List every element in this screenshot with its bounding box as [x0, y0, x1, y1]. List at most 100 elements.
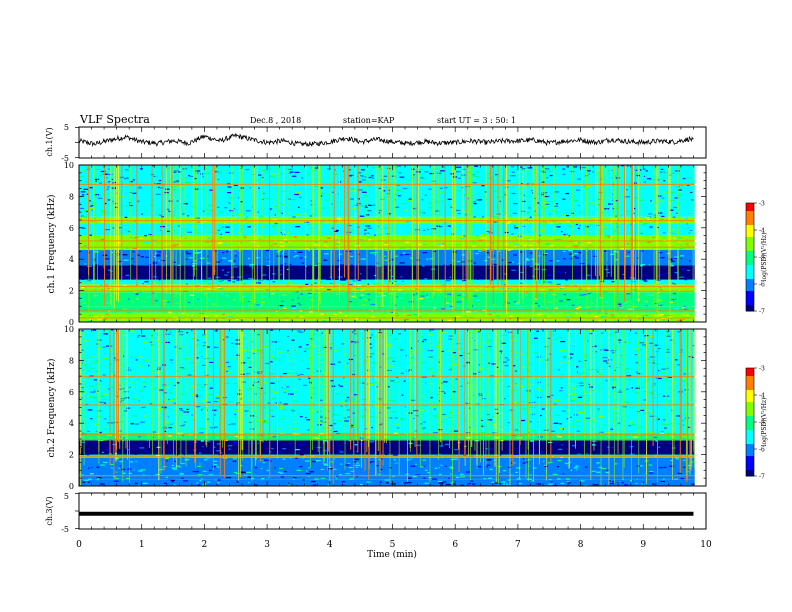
spectrogram-speckle [327, 289, 331, 291]
spectrogram-speckle [658, 393, 660, 395]
spectrogram-speckle [340, 405, 343, 407]
spectrogram-speckle [231, 215, 234, 217]
spectrogram-speckle [139, 443, 143, 445]
spectrogram-speckle [217, 399, 221, 402]
spectrogram-speckle [443, 459, 445, 461]
spectrogram-speckle [615, 173, 618, 176]
spectrogram-speckle [265, 313, 268, 315]
spectrogram-speckle [365, 214, 370, 216]
spectrogram-speckle [595, 168, 597, 170]
spectrogram-speckle [423, 358, 426, 360]
sferic-streak [454, 165, 455, 316]
colorbar-segment [746, 223, 754, 226]
spectrogram-speckle [185, 251, 189, 253]
spectrogram-speckle [639, 349, 642, 351]
spectrogram-speckle [486, 464, 491, 466]
colorbar-segment [746, 215, 754, 218]
spectrogram-speckle [459, 347, 462, 350]
spectrogram-speckle [601, 377, 605, 379]
spectrogram-speckle [245, 168, 250, 171]
spectrogram-speckle [468, 441, 472, 443]
spectrogram-speckle [304, 444, 309, 446]
spectrogram-speckle [543, 271, 545, 274]
sferic-streak [489, 165, 491, 286]
spectrogram-speckle [449, 243, 452, 246]
spectrogram-speckle [602, 226, 608, 228]
spectrogram-speckle [592, 278, 595, 281]
spectrogram-speckle [87, 483, 90, 485]
spectrogram-speckle [541, 268, 547, 271]
spectrogram-speckle [587, 433, 593, 435]
spectrogram-speckle [259, 440, 263, 442]
spectrogram-speckle [132, 179, 135, 181]
spectrogram-speckle [516, 441, 521, 443]
spectrogram-speckle [398, 172, 402, 174]
spectrogram-speckle [448, 338, 452, 340]
spectrogram-speckle [290, 408, 295, 410]
spectrogram-speckle [568, 250, 573, 252]
spectrogram-speckle [140, 469, 146, 471]
colorbar-segment [746, 279, 754, 282]
spectrogram-speckle [334, 169, 336, 171]
spectrogram-speckle [249, 263, 254, 266]
spectrogram-speckle [546, 177, 549, 179]
spectrogram-speckle [123, 373, 125, 375]
spectrogram-speckle [581, 277, 586, 279]
spectrogram-speckle [454, 355, 456, 358]
spectrogram-speckle [94, 423, 97, 425]
spectrogram-speckle [541, 394, 544, 396]
spectrogram-speckle [250, 241, 256, 243]
spectrogram-speckle [525, 255, 530, 257]
spectrogram-speckle [560, 231, 563, 233]
spectrogram-speckle [319, 286, 324, 288]
spectrogram-speckle [661, 197, 665, 199]
spectrogram-speckle [566, 418, 569, 420]
spectrogram-speckle [196, 360, 201, 363]
spectrogram-speckle [190, 281, 193, 283]
spectrogram-speckle [87, 409, 93, 411]
spectrogram-speckle [320, 192, 325, 195]
spectrogram-speckle [165, 330, 171, 332]
spectrogram-speckle [546, 274, 551, 276]
spectrogram-speckle [232, 441, 238, 443]
spectrogram-speckle [104, 273, 109, 276]
spectrogram-speckle [627, 292, 630, 294]
spectrogram-speckle [520, 183, 524, 185]
spectrogram-speckle [644, 320, 648, 322]
spectrogram-speckle [299, 454, 304, 456]
sferic-streak [269, 165, 271, 300]
spectrogram-speckle [436, 464, 441, 466]
spectrogram-speckle [356, 266, 358, 268]
spectrogram-speckle [226, 192, 232, 194]
spectrogram-speckle [291, 186, 297, 188]
spectrogram-speckle [691, 483, 695, 485]
spectrogram-speckle [302, 182, 304, 184]
spectrogram-speckle [544, 315, 547, 317]
spectrogram-speckle [137, 291, 143, 293]
spectrogram-speckle [422, 265, 425, 267]
spectrogram-speckle [494, 298, 496, 301]
spectrogram-speckle [162, 300, 168, 302]
spectrogram-speckle [660, 274, 664, 276]
spectrogram-speckle [247, 481, 250, 484]
spectrogram-speckle [367, 283, 369, 285]
spectrogram-speckle [248, 361, 253, 363]
spectrogram-speckle [173, 470, 179, 472]
spectrogram-speckle [579, 209, 581, 211]
spectrogram-speckle [281, 229, 285, 231]
spectrogram-speckle [334, 190, 340, 192]
spectrogram-speckle [562, 410, 566, 412]
spectrogram-speckle [548, 200, 551, 203]
sferic-streak [506, 165, 508, 315]
spectrogram-speckle [423, 212, 426, 214]
spectrogram-speckle [166, 230, 170, 233]
no-data-region [694, 165, 706, 322]
spectrogram-speckle [562, 198, 566, 200]
spectrogram-speckle [532, 467, 537, 469]
spectrogram-speckle [460, 174, 466, 176]
spectrogram-speckle [86, 396, 90, 398]
spectrogram-speckle [421, 305, 423, 307]
spectrogram-speckle [612, 208, 616, 210]
spectrogram-speckle [154, 339, 159, 341]
spectrogram-speckle [583, 262, 585, 265]
